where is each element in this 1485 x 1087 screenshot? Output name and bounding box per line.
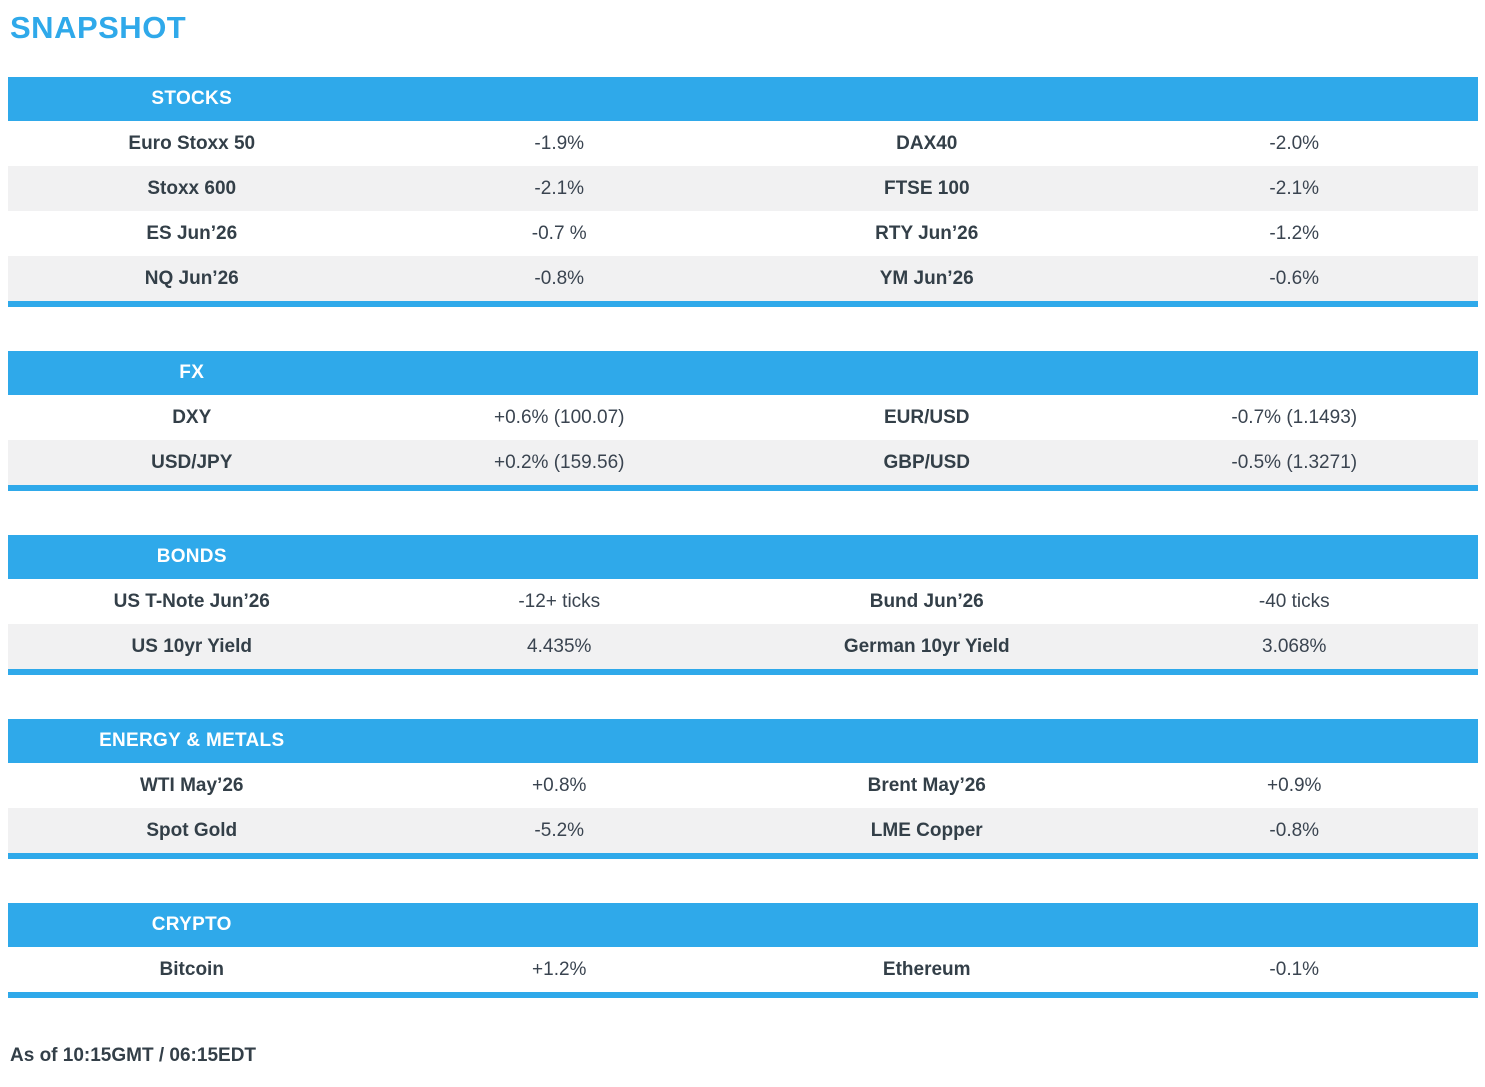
section-crypto: CRYPTO Bitcoin +1.2% Ethereum -0.1% (8, 903, 1478, 998)
instrument-value: -2.1% (1269, 177, 1320, 199)
section-header-bonds: BONDS (8, 535, 1478, 579)
instrument-label: Bitcoin (159, 958, 224, 980)
instrument-value: -0.7% (1.1493) (1231, 406, 1358, 428)
section-header-energy-metals: ENERGY & METALS (8, 719, 1478, 763)
instrument-value: -0.1% (1269, 958, 1320, 980)
instrument-label: Euro Stoxx 50 (128, 132, 256, 154)
instrument-value: -0.8% (534, 267, 585, 289)
instrument-label: US 10yr Yield (131, 635, 252, 657)
instrument-label: WTI May’26 (140, 774, 244, 796)
instrument-value: +0.9% (1267, 774, 1322, 796)
instrument-label: Bund Jun’26 (869, 590, 984, 612)
instrument-value: +0.8% (532, 774, 587, 796)
section-title: CRYPTO (151, 914, 232, 935)
section-header-crypto: CRYPTO (8, 903, 1478, 947)
instrument-value: 3.068% (1262, 635, 1327, 657)
instrument-label: German 10yr Yield (843, 635, 1010, 657)
instrument-label: RTY Jun’26 (875, 222, 979, 244)
instrument-label: Ethereum (882, 958, 971, 980)
section-title: BONDS (156, 546, 227, 567)
instrument-label: Spot Gold (146, 819, 238, 841)
section-stocks: STOCKS Euro Stoxx 50 -1.9% DAX40 -2.0% S… (8, 77, 1478, 307)
section-divider (8, 485, 1478, 491)
instrument-label: DAX40 (896, 132, 958, 154)
instrument-label: USD/JPY (151, 451, 233, 473)
table-row: Spot Gold -5.2% LME Copper -0.8% (8, 808, 1478, 853)
instrument-label: YM Jun’26 (879, 267, 974, 289)
instrument-label: Stoxx 600 (147, 177, 237, 199)
timestamp-footer: As of 10:15GMT / 06:15EDT (10, 1045, 257, 1066)
table-row: ES Jun’26 -0.7 % RTY Jun’26 -1.2% (8, 211, 1478, 256)
instrument-value: +1.2% (532, 958, 587, 980)
section-divider (8, 992, 1478, 998)
instrument-label: EUR/USD (883, 406, 970, 428)
page-title: SNAPSHOT (10, 10, 187, 45)
section-divider (8, 669, 1478, 675)
table-row: Euro Stoxx 50 -1.9% DAX40 -2.0% (8, 121, 1478, 166)
instrument-value: -0.6% (1269, 267, 1320, 289)
table-row: WTI May’26 +0.8% Brent May’26 +0.9% (8, 763, 1478, 808)
instrument-value: -0.7 % (531, 222, 587, 244)
instrument-value: -12+ ticks (518, 590, 601, 612)
instrument-value: -2.0% (1269, 132, 1320, 154)
instrument-label: DXY (172, 406, 212, 428)
section-bonds: BONDS US T-Note Jun’26 -12+ ticks Bund J… (8, 535, 1478, 675)
section-title: FX (179, 362, 205, 383)
instrument-value: -1.2% (1269, 222, 1320, 244)
section-divider (8, 853, 1478, 859)
instrument-label: Brent May’26 (867, 774, 986, 796)
instrument-value: +0.2% (159.56) (494, 451, 625, 473)
instrument-value: -1.9% (534, 132, 585, 154)
section-header-stocks: STOCKS (8, 77, 1478, 121)
instrument-label: NQ Jun’26 (144, 267, 239, 289)
section-fx: FX DXY +0.6% (100.07) EUR/USD -0.7% (1.1… (8, 351, 1478, 491)
instrument-value: -5.2% (534, 819, 585, 841)
section-divider (8, 301, 1478, 307)
table-row: US 10yr Yield 4.435% German 10yr Yield 3… (8, 624, 1478, 669)
instrument-value: +0.6% (100.07) (494, 406, 625, 428)
instrument-label: US T-Note Jun’26 (113, 590, 270, 612)
table-row: Stoxx 600 -2.1% FTSE 100 -2.1% (8, 166, 1478, 211)
instrument-value: -2.1% (534, 177, 585, 199)
snapshot-tables: STOCKS Euro Stoxx 50 -1.9% DAX40 -2.0% S… (8, 77, 1478, 998)
section-title: STOCKS (151, 88, 233, 109)
instrument-label: LME Copper (870, 819, 983, 841)
instrument-label: ES Jun’26 (146, 222, 238, 244)
table-row: USD/JPY +0.2% (159.56) GBP/USD -0.5% (1.… (8, 440, 1478, 485)
instrument-value: -0.5% (1.3271) (1231, 451, 1358, 473)
section-title: ENERGY & METALS (99, 730, 285, 751)
instrument-label: GBP/USD (883, 451, 971, 473)
table-row: US T-Note Jun’26 -12+ ticks Bund Jun’26 … (8, 579, 1478, 624)
table-row: NQ Jun’26 -0.8% YM Jun’26 -0.6% (8, 256, 1478, 301)
instrument-value: -40 ticks (1258, 590, 1330, 612)
instrument-label: FTSE 100 (883, 177, 970, 199)
table-row: Bitcoin +1.2% Ethereum -0.1% (8, 947, 1478, 992)
section-energy-metals: ENERGY & METALS WTI May’26 +0.8% Brent M… (8, 719, 1478, 859)
instrument-value: -0.8% (1269, 819, 1320, 841)
section-header-fx: FX (8, 351, 1478, 395)
table-row: DXY +0.6% (100.07) EUR/USD -0.7% (1.1493… (8, 395, 1478, 440)
instrument-value: 4.435% (527, 635, 592, 657)
